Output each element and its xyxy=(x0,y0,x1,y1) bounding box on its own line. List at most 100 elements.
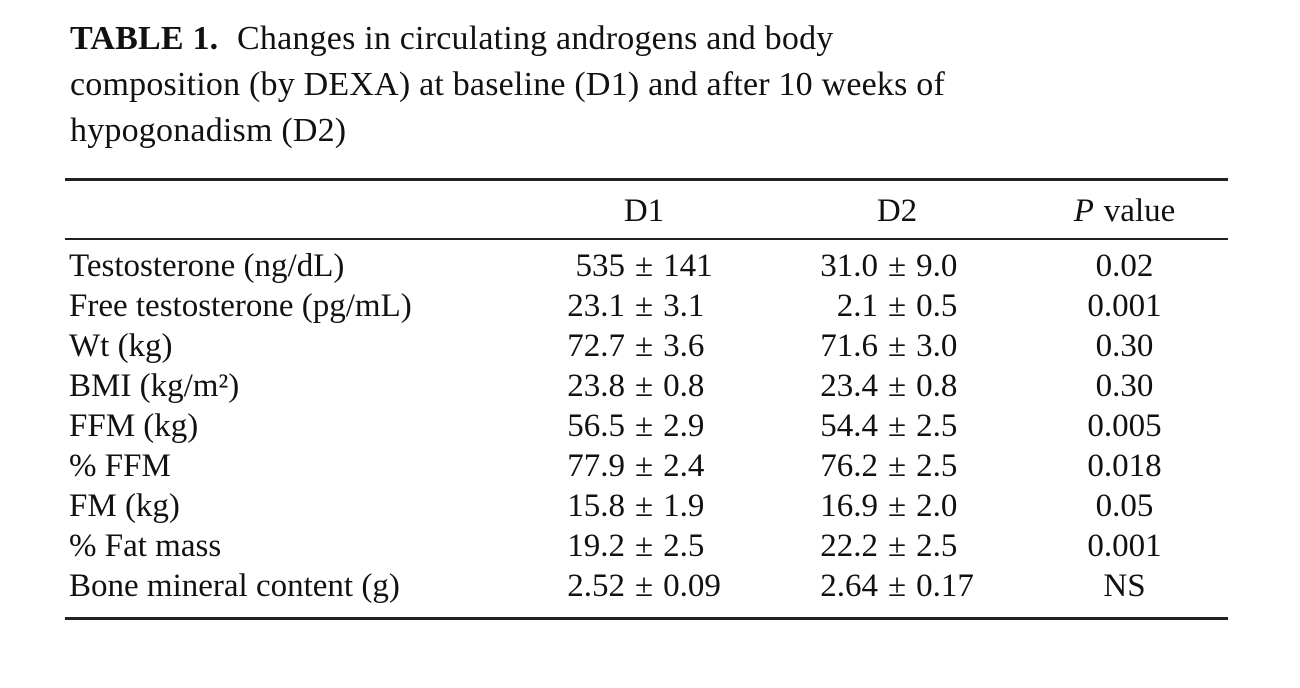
d2-value: 16.9 ±2.0 xyxy=(773,486,1021,526)
table-row: Free testosterone (pg/mL) 23.1 ±3.1 2.1 ±0… xyxy=(65,286,1228,326)
d1-value-cell: 2.52 ±0.09 xyxy=(515,566,773,619)
plus-minus-sign: ± xyxy=(634,408,654,444)
plus-minus-sign: ± xyxy=(887,368,907,404)
mean-value: 2.52 xyxy=(567,568,625,604)
d2-value-cell: 54.4 ±2.5 xyxy=(773,406,1021,446)
sd-value: 0.17 xyxy=(916,568,974,604)
plus-minus-sign: ± xyxy=(887,408,907,444)
sd-value: 3.1 xyxy=(663,288,705,324)
plus-minus-sign: ± xyxy=(887,288,907,324)
table-number: TABLE 1. xyxy=(70,20,219,57)
p-value: 0.001 xyxy=(1087,528,1162,564)
mean-value: 71.6 xyxy=(820,328,878,364)
d1-value-cell: 77.9 ±2.4 xyxy=(515,446,773,486)
row-label: Testosterone (ng/dL) xyxy=(69,248,345,284)
mean-value: 535 xyxy=(575,248,625,284)
plus-minus-sign: ± xyxy=(887,328,907,364)
p-value: 0.005 xyxy=(1087,408,1162,444)
sd-value: 0.8 xyxy=(916,368,958,404)
d1-value-cell: 56.5 ±2.9 xyxy=(515,406,773,446)
d2-value: 71.6 ±3.0 xyxy=(773,326,1021,366)
caption-line-2: composition (by DEXA) at baseline (D1) a… xyxy=(70,66,945,103)
mean-value: 23.8 xyxy=(567,368,625,404)
d2-value-cell: 76.2 ±2.5 xyxy=(773,446,1021,486)
mean-value: 16.9 xyxy=(820,488,878,524)
plus-minus-sign: ± xyxy=(634,288,654,324)
plus-minus-sign: ± xyxy=(887,448,907,484)
d2-value-cell: 2.64 ±0.17 xyxy=(773,566,1021,619)
d2-value: 2.64 ±0.17 xyxy=(773,566,1021,606)
plus-minus-sign: ± xyxy=(634,328,654,364)
mean-value: 2.1 xyxy=(836,288,878,324)
sd-value: 2.4 xyxy=(663,448,705,484)
p-value: 0.05 xyxy=(1095,488,1154,524)
plus-minus-sign: ± xyxy=(634,448,654,484)
caption-text-1: Changes in circulating androgens and bod… xyxy=(237,20,834,57)
d2-value-cell: 71.6 ±3.0 xyxy=(773,326,1021,366)
plus-minus-sign: ± xyxy=(887,488,907,524)
table-row: Testosterone (ng/dL) 535 ±141 31.0 ±9.0 0.… xyxy=(65,239,1228,286)
row-label: Free testosterone (pg/mL) xyxy=(69,288,412,324)
d1-value-cell: 23.8 ±0.8 xyxy=(515,366,773,406)
p-value: 0.30 xyxy=(1095,368,1154,404)
sd-value: 0.09 xyxy=(663,568,721,604)
sd-value: 2.5 xyxy=(916,448,958,484)
sd-value: 141 xyxy=(663,248,713,284)
row-label: FM (kg) xyxy=(69,488,180,524)
d2-value-cell: 22.2 ±2.5 xyxy=(773,526,1021,566)
plus-minus-sign: ± xyxy=(887,248,907,284)
mean-value: 72.7 xyxy=(567,328,625,364)
table-row: BMI (kg/m²) 23.8 ±0.8 23.4 ±0.8 0.30 xyxy=(65,366,1228,406)
p-rest: value xyxy=(1103,193,1176,229)
row-label: Bone mineral content (g) xyxy=(69,568,400,604)
d2-value: 2.1 ±0.5 xyxy=(773,286,1021,326)
d1-value: 23.1 ±3.1 xyxy=(515,286,773,326)
d2-value-cell: 31.0 ±9.0 xyxy=(773,239,1021,286)
d1-value: 2.52 ±0.09 xyxy=(515,566,773,606)
mean-value: 23.4 xyxy=(820,368,878,404)
plus-minus-sign: ± xyxy=(634,368,654,404)
table-row: FFM (kg) 56.5 ±2.9 54.4 ±2.5 0.005 xyxy=(65,406,1228,446)
d2-value: 76.2 ±2.5 xyxy=(773,446,1021,486)
d2-value-cell: 23.4 ±0.8 xyxy=(773,366,1021,406)
d1-value-cell: 19.2 ±2.5 xyxy=(515,526,773,566)
mean-value: 15.8 xyxy=(567,488,625,524)
caption-line-3: hypogonadism (D2) xyxy=(70,112,347,149)
d2-value: 54.4 ±2.5 xyxy=(773,406,1021,446)
table-row: Bone mineral content (g) 2.52 ±0.09 2.64 ±… xyxy=(65,566,1228,619)
row-label: FFM (kg) xyxy=(69,408,199,444)
caption-line-1: TABLE 1. Changes in circulating androgens… xyxy=(70,16,1200,62)
plus-minus-sign: ± xyxy=(634,488,654,524)
p-value: 0.001 xyxy=(1087,288,1162,324)
d1-value: 77.9 ±2.4 xyxy=(515,446,773,486)
sd-value: 3.6 xyxy=(663,328,705,364)
table-row: % FFM 77.9 ±2.4 76.2 ±2.5 0.018 xyxy=(65,446,1228,486)
mean-value: 76.2 xyxy=(820,448,878,484)
table-caption: TABLE 1. Changes in circulating androgens… xyxy=(70,16,1200,154)
row-label: BMI (kg/m²) xyxy=(69,368,240,404)
plus-minus-sign: ± xyxy=(634,568,654,604)
p-italic: P xyxy=(1073,193,1094,229)
mean-value: 77.9 xyxy=(567,448,625,484)
col-header-d1: D1 xyxy=(515,179,773,240)
p-value: 0.018 xyxy=(1087,448,1162,484)
d1-value-cell: 535 ±141 xyxy=(515,239,773,286)
d1-value-cell: 72.7 ±3.6 xyxy=(515,326,773,366)
p-value: 0.02 xyxy=(1095,248,1154,284)
table-row: Wt (kg) 72.7 ±3.6 71.6 ±3.0 0.30 xyxy=(65,326,1228,366)
mean-value: 22.2 xyxy=(820,528,878,564)
d2-value: 23.4 ±0.8 xyxy=(773,366,1021,406)
d2-value: 22.2 ±2.5 xyxy=(773,526,1021,566)
mean-value: 31.0 xyxy=(820,248,878,284)
sd-value: 2.5 xyxy=(916,408,958,444)
d2-value: 31.0 ±9.0 xyxy=(773,246,1021,286)
col-header-d2: D2 xyxy=(773,179,1021,240)
d1-value: 72.7 ±3.6 xyxy=(515,326,773,366)
sd-value: 0.8 xyxy=(663,368,705,404)
p-value: NS xyxy=(1103,568,1146,604)
sd-value: 2.5 xyxy=(916,528,958,564)
